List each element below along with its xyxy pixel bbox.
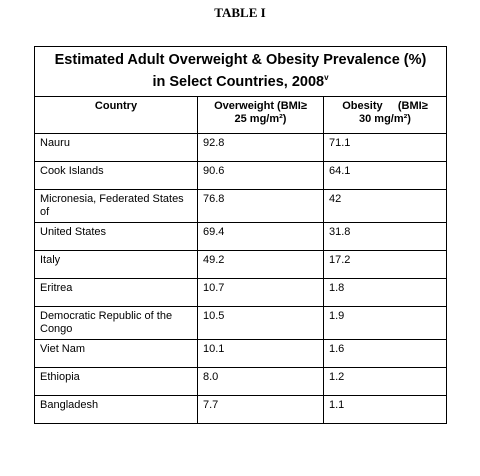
value-cell: 42 xyxy=(323,189,447,223)
header-line: Overweight (BMI≥ xyxy=(214,100,307,112)
value-cell: 90.6 xyxy=(197,161,324,190)
header-line: 30 mg/m²) xyxy=(359,113,411,125)
value-cell: 71.1 xyxy=(323,133,447,162)
value-cell: 76.8 xyxy=(197,189,324,223)
value-cell: 7.7 xyxy=(197,395,324,424)
country-cell: Ethiopia xyxy=(34,367,198,396)
country-cell: Viet Nam xyxy=(34,339,198,368)
header-line: Obesity (BMI≥ xyxy=(342,100,428,112)
value-cell: 10.5 xyxy=(197,306,324,340)
table-row: Eritrea 10.7 1.8 xyxy=(34,278,447,307)
header-line: Country xyxy=(94,100,138,112)
title-line: Estimated Adult Overweight & Obesity Pre… xyxy=(54,52,427,68)
country-cell: Italy xyxy=(34,250,198,279)
country-cell: Cook Islands xyxy=(34,161,198,190)
value-cell: 8.0 xyxy=(197,367,324,396)
column-header: Country xyxy=(34,96,198,134)
table-row: Democratic Republic of the Congo 10.5 1.9 xyxy=(34,306,447,340)
value-cell: 1.8 xyxy=(323,278,447,307)
table-caption: TABLE I xyxy=(214,5,266,20)
country-cell: Eritrea xyxy=(34,278,198,307)
country-cell: Nauru xyxy=(34,133,198,162)
header-line: 25 mg/m²) xyxy=(234,113,287,125)
value-cell: 49.2 xyxy=(197,250,324,279)
header-row: Country Overweight (BMI≥ 25 mg/m²) Obesity … xyxy=(34,96,447,134)
table-body: Nauru 92.8 71.1 Cook Islands 90.6 64.1 Microne… xyxy=(34,133,447,424)
value-cell: 64.1 xyxy=(323,161,447,190)
value-cell: 92.8 xyxy=(197,133,324,162)
title-superscript: v xyxy=(324,73,329,82)
value-cell: 17.2 xyxy=(323,250,447,279)
value-cell: 10.1 xyxy=(197,339,324,368)
country-cell: Bangladesh xyxy=(34,395,198,424)
data-table: Estimated Adult Overweight & Obesity Pre… xyxy=(34,46,447,424)
table-row: United States 69.4 31.8 xyxy=(34,222,447,251)
table-row: Cook Islands 90.6 64.1 xyxy=(34,161,447,190)
country-cell: United States xyxy=(34,222,198,251)
value-cell: 31.8 xyxy=(323,222,447,251)
country-cell: Democratic Republic of the Congo xyxy=(34,306,198,340)
column-header: Obesity (BMI≥ 30 mg/m²) xyxy=(323,96,447,134)
value-cell: 1.2 xyxy=(323,367,447,396)
value-cell: 1.6 xyxy=(323,339,447,368)
table-row: Ethiopia 8.0 1.2 xyxy=(34,367,447,396)
title-line: in Select Countries, 2008 xyxy=(152,73,325,90)
table-title: Estimated Adult Overweight & Obesity Pre… xyxy=(34,46,447,97)
column-header: Overweight (BMI≥ 25 mg/m²) xyxy=(197,96,324,134)
value-cell: 10.7 xyxy=(197,278,324,307)
table-row: Bangladesh 7.7 1.1 xyxy=(34,395,447,424)
table-row: Nauru 92.8 71.1 xyxy=(34,133,447,162)
title-row: Estimated Adult Overweight & Obesity Pre… xyxy=(34,46,447,97)
country-cell: Micronesia, Federated States of xyxy=(34,189,198,223)
value-cell: 1.9 xyxy=(323,306,447,340)
value-cell: 69.4 xyxy=(197,222,324,251)
table-row: Italy 49.2 17.2 xyxy=(34,250,447,279)
table-row: Viet Nam 10.1 1.6 xyxy=(34,339,447,368)
table-row: Micronesia, Federated States of 76.8 42 xyxy=(34,189,447,223)
value-cell: 1.1 xyxy=(323,395,447,424)
